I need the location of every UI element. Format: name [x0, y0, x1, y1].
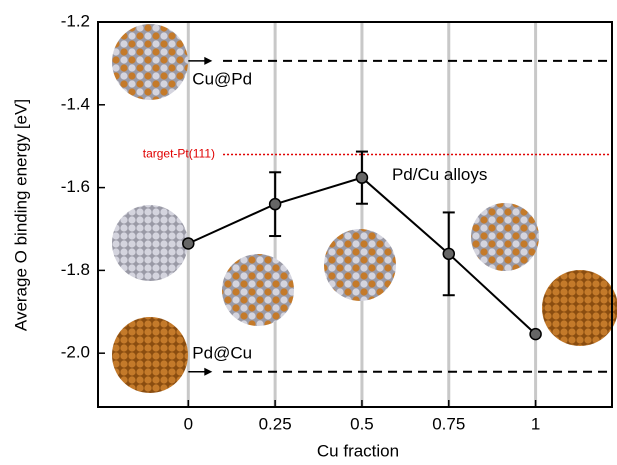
x-axis-label: Cu fraction	[317, 441, 399, 460]
x-tick-label: 0.25	[259, 414, 292, 433]
y-tick-label: -1.6	[61, 177, 90, 196]
x-tick-label: 0	[184, 414, 193, 433]
y-tick-label: -1.2	[61, 11, 90, 30]
reference-label: Pd@Cu	[192, 343, 252, 362]
particle	[542, 270, 617, 346]
particle	[112, 317, 188, 393]
y-axis-label: Average O binding energy [eV]	[11, 99, 30, 331]
particle	[222, 254, 294, 326]
plot-area	[186, 22, 538, 407]
particle	[471, 203, 539, 271]
reference-label: Cu@Pd	[192, 69, 252, 88]
y-tick-label: -1.8	[61, 260, 90, 279]
data-point	[442, 247, 456, 261]
x-tick-label: 0.5	[350, 414, 374, 433]
data-point	[268, 197, 282, 211]
x-tick-label: 1	[531, 414, 540, 433]
particle	[324, 229, 396, 301]
arrow-head	[204, 56, 213, 65]
x-tick-label: 0.75	[432, 414, 465, 433]
data-point	[529, 327, 542, 341]
nanoparticles	[112, 24, 617, 393]
data-point	[355, 171, 369, 184]
reference-label: target-Pt(111)	[143, 147, 215, 161]
arrow-head	[204, 367, 213, 376]
particle	[112, 24, 188, 100]
y-tick-label: -1.4	[61, 94, 90, 113]
y-tick-label: -2.0	[61, 343, 90, 362]
plot-frame	[97, 21, 613, 408]
series-label: Pd/Cu alloys	[392, 165, 487, 184]
particle	[112, 205, 188, 281]
data-point	[182, 237, 195, 250]
